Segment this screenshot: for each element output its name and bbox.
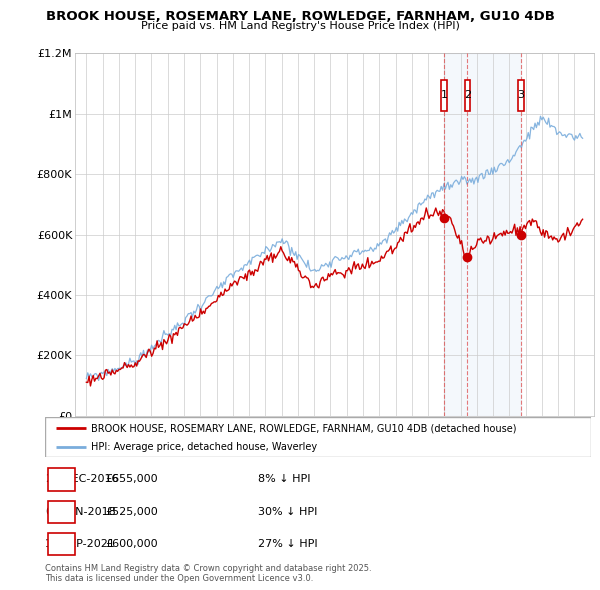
Text: 1: 1 <box>440 90 448 100</box>
FancyBboxPatch shape <box>518 80 524 110</box>
Text: £655,000: £655,000 <box>105 474 158 484</box>
Text: 30% ↓ HPI: 30% ↓ HPI <box>258 507 317 517</box>
Bar <box>444 53 521 416</box>
Text: £525,000: £525,000 <box>105 507 158 517</box>
Text: 20-DEC-2016: 20-DEC-2016 <box>45 474 119 484</box>
Text: 2: 2 <box>464 90 471 100</box>
Text: BROOK HOUSE, ROSEMARY LANE, ROWLEDGE, FARNHAM, GU10 4DB (detached house): BROOK HOUSE, ROSEMARY LANE, ROWLEDGE, FA… <box>91 424 517 434</box>
Text: 8% ↓ HPI: 8% ↓ HPI <box>258 474 311 484</box>
Text: £600,000: £600,000 <box>105 539 158 549</box>
Text: 3: 3 <box>517 90 524 100</box>
Text: HPI: Average price, detached house, Waverley: HPI: Average price, detached house, Wave… <box>91 442 317 452</box>
Text: 04-JUN-2018: 04-JUN-2018 <box>45 507 116 517</box>
Text: 13-SEP-2021: 13-SEP-2021 <box>45 539 116 549</box>
Text: 3: 3 <box>58 539 65 549</box>
Text: 27% ↓ HPI: 27% ↓ HPI <box>258 539 317 549</box>
Text: BROOK HOUSE, ROSEMARY LANE, ROWLEDGE, FARNHAM, GU10 4DB: BROOK HOUSE, ROSEMARY LANE, ROWLEDGE, FA… <box>46 10 554 23</box>
Text: Price paid vs. HM Land Registry's House Price Index (HPI): Price paid vs. HM Land Registry's House … <box>140 21 460 31</box>
Text: 2: 2 <box>58 507 65 517</box>
FancyBboxPatch shape <box>464 80 470 110</box>
Text: Contains HM Land Registry data © Crown copyright and database right 2025.
This d: Contains HM Land Registry data © Crown c… <box>45 563 371 583</box>
Text: 1: 1 <box>58 474 65 484</box>
FancyBboxPatch shape <box>441 80 446 110</box>
